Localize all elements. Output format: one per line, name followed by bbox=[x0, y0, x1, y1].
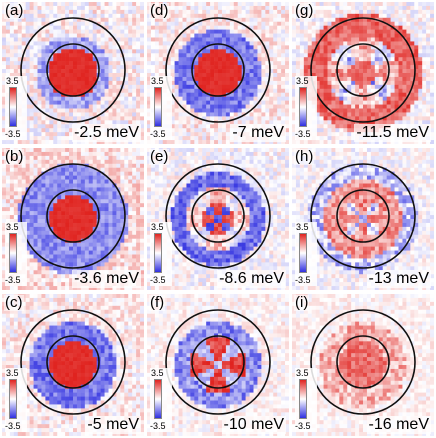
colorbar-a: 3.5 -3.5 bbox=[5, 76, 27, 140]
colorbar-max-b: 3.5 bbox=[6, 222, 19, 232]
panel-label-b: (b) bbox=[4, 148, 25, 165]
colorbar-h: 3.5 -3.5 bbox=[295, 222, 317, 286]
energy-label-a: -2.5 meV bbox=[72, 124, 141, 142]
colorbar-min-b: -3.5 bbox=[5, 275, 21, 285]
colorbar-min-i: -3.5 bbox=[295, 421, 311, 431]
colorbar-g: 3.5 -3.5 bbox=[295, 76, 317, 140]
panel-f: (f) 3.5 -3.5 -10 meV bbox=[147, 294, 289, 436]
outer-circle bbox=[20, 17, 126, 123]
outer-circle bbox=[165, 309, 271, 415]
colorbar-b: 3.5 -3.5 bbox=[5, 222, 27, 286]
inner-circle bbox=[336, 43, 390, 97]
panel-b: (b) 3.5 -3.5 -3.6 meV bbox=[2, 148, 144, 290]
inner-circle bbox=[46, 189, 100, 243]
outer-circle bbox=[20, 163, 126, 269]
panel-label-g: (g) bbox=[294, 2, 315, 19]
panel-label-f: (f) bbox=[149, 294, 166, 311]
colorbar-min-d: -3.5 bbox=[150, 129, 166, 139]
ldos-map-b bbox=[2, 148, 144, 290]
colorbar-gradient-i bbox=[299, 379, 307, 419]
inner-circle bbox=[336, 189, 390, 243]
outer-circle bbox=[165, 17, 271, 123]
inner-circle bbox=[46, 43, 100, 97]
colorbar-max-a: 3.5 bbox=[6, 76, 19, 86]
colorbar-max-i: 3.5 bbox=[296, 368, 309, 378]
panel-d: (d) 3.5 -3.5 -7 meV bbox=[147, 2, 289, 144]
panel-a: (a) 3.5 -3.5 -2.5 meV bbox=[2, 2, 144, 144]
panel-c: (c) 3.5 -3.5 -5 meV bbox=[2, 294, 144, 436]
outer-circle bbox=[310, 17, 416, 123]
energy-label-c: -5 meV bbox=[85, 416, 141, 434]
inner-circle bbox=[191, 189, 245, 243]
colorbar-max-g: 3.5 bbox=[296, 76, 309, 86]
colorbar-max-d: 3.5 bbox=[151, 76, 164, 86]
colorbar-c: 3.5 -3.5 bbox=[5, 368, 27, 432]
colorbar-f: 3.5 -3.5 bbox=[150, 368, 172, 432]
colorbar-gradient-d bbox=[154, 87, 162, 127]
inner-circle bbox=[46, 335, 100, 389]
colorbar-max-f: 3.5 bbox=[151, 368, 164, 378]
colorbar-gradient-h bbox=[299, 233, 307, 273]
colorbar-min-h: -3.5 bbox=[295, 275, 311, 285]
energy-label-g: -11.5 meV bbox=[354, 124, 431, 142]
colorbar-min-e: -3.5 bbox=[150, 275, 166, 285]
energy-label-b: -3.6 meV bbox=[72, 270, 141, 288]
outer-circle bbox=[310, 163, 416, 269]
colorbar-gradient-f bbox=[154, 379, 162, 419]
colorbar-min-a: -3.5 bbox=[5, 129, 21, 139]
panel-g: (g) 3.5 -3.5 -11.5 meV bbox=[292, 2, 434, 144]
colorbar-max-c: 3.5 bbox=[6, 368, 19, 378]
inner-circle bbox=[336, 335, 390, 389]
colorbar-max-e: 3.5 bbox=[151, 222, 164, 232]
ldos-map-d bbox=[147, 2, 289, 144]
colorbar-gradient-e bbox=[154, 233, 162, 273]
colorbar-min-f: -3.5 bbox=[150, 421, 166, 431]
energy-label-f: -10 meV bbox=[221, 416, 286, 434]
colorbar-gradient-a bbox=[9, 87, 17, 127]
panel-label-a: (a) bbox=[4, 2, 25, 19]
colorbar-gradient-g bbox=[299, 87, 307, 127]
colorbar-i: 3.5 -3.5 bbox=[295, 368, 317, 432]
colorbar-max-h: 3.5 bbox=[296, 222, 309, 232]
pixel-grid bbox=[147, 148, 289, 290]
panel-label-e: (e) bbox=[149, 148, 170, 165]
panel-label-h: (h) bbox=[294, 148, 315, 165]
panel-e: (e) 3.5 -3.5 -8.6 meV bbox=[147, 148, 289, 290]
energy-label-e: -8.6 meV bbox=[217, 270, 286, 288]
energy-label-d: -7 meV bbox=[230, 124, 286, 142]
colorbar-min-g: -3.5 bbox=[295, 129, 311, 139]
panel-label-i: (i) bbox=[294, 294, 310, 311]
colorbar-e: 3.5 -3.5 bbox=[150, 222, 172, 286]
colorbar-gradient-c bbox=[9, 379, 17, 419]
colorbar-gradient-b bbox=[9, 233, 17, 273]
energy-label-h: -13 meV bbox=[366, 270, 431, 288]
panel-i: (i) 3.5 -3.5 -16 meV bbox=[292, 294, 434, 436]
panel-label-c: (c) bbox=[4, 294, 24, 311]
inner-circle bbox=[191, 43, 245, 97]
ldos-map-e bbox=[147, 148, 289, 290]
colorbar-d: 3.5 -3.5 bbox=[150, 76, 172, 140]
outer-circle bbox=[310, 309, 416, 415]
energy-label-i: -16 meV bbox=[366, 416, 431, 434]
outer-circle bbox=[20, 309, 126, 415]
outer-circle bbox=[165, 163, 271, 269]
colorbar-min-c: -3.5 bbox=[5, 421, 21, 431]
panel-label-d: (d) bbox=[149, 2, 170, 19]
panel-h: (h) 3.5 -3.5 -13 meV bbox=[292, 148, 434, 290]
inner-circle bbox=[191, 335, 245, 389]
